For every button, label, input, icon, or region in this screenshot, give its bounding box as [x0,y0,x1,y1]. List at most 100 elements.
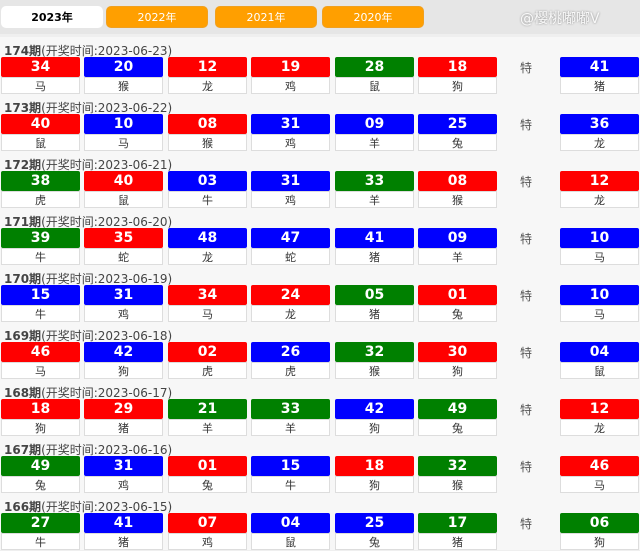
ball-number: 48 [168,228,247,248]
draw-time: (开奖时间:2023-06-15) [41,500,173,514]
ball-number: 19 [251,57,330,77]
ball-number: 06 [560,513,639,533]
period: 168期 [4,386,42,400]
ball: 33 羊 [251,399,330,437]
ball-number: 34 [1,57,80,77]
draw-time: (开奖时间:2023-06-18) [41,329,173,343]
zodiac: 猪 [418,533,497,550]
ball: 18 狗 [1,399,80,437]
ball-number: 46 [1,342,80,362]
zodiac: 龙 [560,419,639,436]
ball-number: 31 [84,285,163,305]
ball: 15 牛 [251,456,330,494]
ball: 41 猪 [84,513,163,551]
draw-title: 171期(开奖时间:2023-06-20) [4,213,172,230]
ball-number: 01 [418,285,497,305]
zodiac: 鼠 [1,134,80,151]
ball-number: 02 [168,342,247,362]
ball-number: 04 [560,342,639,362]
tab-year-1[interactable]: 2022年 [106,6,208,28]
ball: 33 羊 [335,171,414,209]
zodiac: 羊 [251,419,330,436]
zodiac: 牛 [1,305,80,322]
special-label: 特 [520,61,533,75]
zodiac: 鸡 [251,77,330,94]
period: 167期 [4,443,42,457]
period: 173期 [4,101,42,115]
zodiac: 马 [168,305,247,322]
ball: 39 牛 [1,228,80,266]
zodiac: 蛇 [84,248,163,265]
ball-number: 25 [418,114,497,134]
ball: 31 鸡 [84,456,163,494]
ball-number: 49 [418,399,497,419]
watermark: @樱桃嘟嘟V [520,11,600,27]
tab-year-0[interactable]: 2023年 [1,6,103,28]
ball: 24 龙 [251,285,330,323]
period: 171期 [4,215,42,229]
ball-number: 31 [251,114,330,134]
ball-number: 05 [335,285,414,305]
zodiac: 狗 [560,533,639,550]
ball-number: 09 [335,114,414,134]
ball-number: 33 [335,171,414,191]
draw-title: 173期(开奖时间:2023-06-22) [4,99,172,116]
zodiac: 狗 [335,419,414,436]
ball: 41 猪 [560,57,639,95]
zodiac: 龙 [560,134,639,151]
ball-number: 33 [251,399,330,419]
ball: 12 龙 [560,171,639,209]
ball: 02 虎 [168,342,247,380]
zodiac: 蛇 [251,248,330,265]
zodiac: 羊 [335,134,414,151]
zodiac: 鸡 [84,476,163,493]
draw-row: 171期(开奖时间:2023-06-20) 39 牛 35 蛇 48 龙 47 蛇 41 猪 09 羊特… [0,208,640,265]
draw-title: 166期(开奖时间:2023-06-15) [4,498,172,515]
ball-number: 08 [168,114,247,134]
special-label: 特 [520,289,533,303]
ball: 29 猪 [84,399,163,437]
ball-number: 24 [251,285,330,305]
ball-number: 42 [84,342,163,362]
ball-number: 28 [335,57,414,77]
ball: 42 狗 [335,399,414,437]
ball: 31 鸡 [251,114,330,152]
ball: 18 狗 [335,456,414,494]
ball: 47 蛇 [251,228,330,266]
ball-number: 38 [1,171,80,191]
draw-row: 166期(开奖时间:2023-06-15) 27 牛 41 猪 07 鸡 04 鼠 25 兔 17 猪特… [0,493,640,550]
ball: 42 狗 [84,342,163,380]
ball-number: 01 [168,456,247,476]
ball-number: 35 [84,228,163,248]
ball-number: 15 [251,456,330,476]
ball: 38 虎 [1,171,80,209]
ball-number: 25 [335,513,414,533]
zodiac: 羊 [418,248,497,265]
period: 169期 [4,329,42,343]
special-label: 特 [520,346,533,360]
draw-title: 174期(开奖时间:2023-06-23) [4,42,172,59]
zodiac: 虎 [1,191,80,208]
zodiac: 猴 [418,476,497,493]
ball-number: 12 [168,57,247,77]
draw-title: 170期(开奖时间:2023-06-19) [4,270,172,287]
zodiac: 鸡 [251,134,330,151]
special-label: 特 [520,118,533,132]
draw-title: 168期(开奖时间:2023-06-17) [4,384,172,401]
ball-number: 27 [1,513,80,533]
ball-number: 12 [560,171,639,191]
zodiac: 虎 [251,362,330,379]
ball: 41 猪 [335,228,414,266]
zodiac: 马 [1,362,80,379]
ball-number: 29 [84,399,163,419]
ball-number: 03 [168,171,247,191]
zodiac: 猪 [84,533,163,550]
ball-number: 36 [560,114,639,134]
tab-year-2[interactable]: 2021年 [215,6,317,28]
zodiac: 马 [84,134,163,151]
ball: 25 兔 [418,114,497,152]
ball-number: 47 [251,228,330,248]
draw-time: (开奖时间:2023-06-21) [41,158,173,172]
tab-year-3[interactable]: 2020年 [322,6,424,28]
zodiac: 狗 [1,419,80,436]
